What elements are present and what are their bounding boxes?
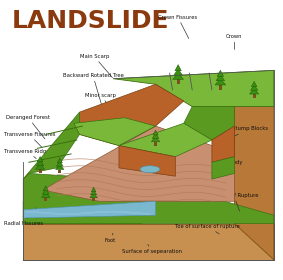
Text: Minor scarp: Minor scarp — [85, 93, 118, 117]
Bar — [253, 94, 256, 98]
Polygon shape — [23, 224, 274, 260]
Polygon shape — [37, 160, 44, 165]
Polygon shape — [23, 182, 156, 224]
Polygon shape — [113, 70, 274, 107]
Polygon shape — [23, 173, 274, 224]
Polygon shape — [250, 89, 259, 94]
Polygon shape — [217, 70, 224, 76]
Bar — [177, 80, 179, 84]
Polygon shape — [80, 84, 184, 146]
Text: Surface of sepearation: Surface of sepearation — [122, 244, 182, 254]
Polygon shape — [23, 112, 80, 179]
Polygon shape — [119, 123, 212, 157]
Polygon shape — [184, 107, 234, 140]
Bar — [39, 169, 42, 173]
Text: Crown Fissures: Crown Fissures — [158, 15, 198, 38]
Polygon shape — [23, 190, 156, 224]
Polygon shape — [43, 126, 234, 201]
Polygon shape — [152, 134, 159, 138]
Text: Stump Blocks: Stump Blocks — [227, 126, 268, 139]
Bar — [58, 170, 61, 173]
Polygon shape — [56, 161, 63, 166]
Text: Surface of Rupture: Surface of Rupture — [209, 193, 259, 211]
Polygon shape — [57, 158, 62, 163]
Polygon shape — [119, 146, 175, 176]
Text: Ponded water: Ponded water — [130, 157, 166, 167]
Polygon shape — [216, 74, 225, 81]
Polygon shape — [42, 189, 49, 194]
Polygon shape — [74, 118, 156, 146]
Polygon shape — [250, 85, 258, 90]
Text: Toe: Toe — [74, 185, 93, 195]
Text: Main Scarp: Main Scarp — [80, 54, 112, 78]
Polygon shape — [35, 164, 45, 169]
Bar — [92, 198, 95, 201]
Bar — [154, 142, 157, 146]
Text: LANDSLIDE: LANDSLIDE — [12, 9, 170, 33]
Polygon shape — [234, 70, 274, 260]
Polygon shape — [42, 193, 50, 197]
Text: Toe of surface of rupture: Toe of surface of rupture — [175, 224, 240, 234]
Bar — [219, 85, 222, 90]
Polygon shape — [173, 73, 184, 80]
Polygon shape — [91, 190, 97, 195]
Polygon shape — [174, 69, 183, 75]
Polygon shape — [43, 186, 48, 191]
Polygon shape — [251, 81, 257, 87]
Polygon shape — [151, 137, 160, 142]
Polygon shape — [153, 130, 158, 135]
Text: Deranged Forest: Deranged Forest — [6, 115, 50, 139]
Text: Transverse Ridges: Transverse Ridges — [3, 149, 52, 158]
Polygon shape — [175, 65, 181, 71]
Text: Backward Rotated Tree: Backward Rotated Tree — [63, 73, 123, 105]
Polygon shape — [215, 79, 226, 85]
Text: Crown: Crown — [226, 34, 243, 50]
Bar — [44, 197, 47, 201]
Text: Transverse Fissures: Transverse Fissures — [3, 132, 55, 147]
Text: Radial Fissures: Radial Fissures — [3, 208, 43, 226]
Polygon shape — [91, 187, 96, 192]
Text: Main Body: Main Body — [210, 160, 242, 178]
Polygon shape — [23, 201, 156, 218]
Polygon shape — [90, 193, 98, 198]
Text: head: head — [159, 132, 174, 144]
Ellipse shape — [140, 166, 160, 173]
Polygon shape — [37, 157, 43, 162]
Text: Foot: Foot — [105, 233, 116, 243]
Polygon shape — [212, 126, 234, 162]
Polygon shape — [212, 157, 234, 179]
Polygon shape — [55, 165, 64, 170]
